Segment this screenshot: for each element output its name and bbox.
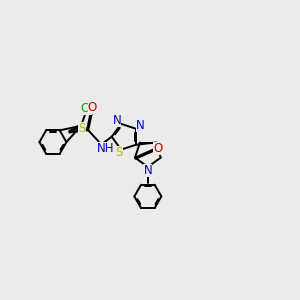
Text: O: O [153,142,162,155]
Text: S: S [116,146,123,159]
Text: NH: NH [97,142,114,155]
Text: O: O [88,101,97,114]
Text: N: N [143,164,152,177]
Text: N: N [136,119,145,132]
Text: S: S [78,122,86,135]
Text: N: N [113,114,122,128]
Text: Cl: Cl [80,101,92,115]
